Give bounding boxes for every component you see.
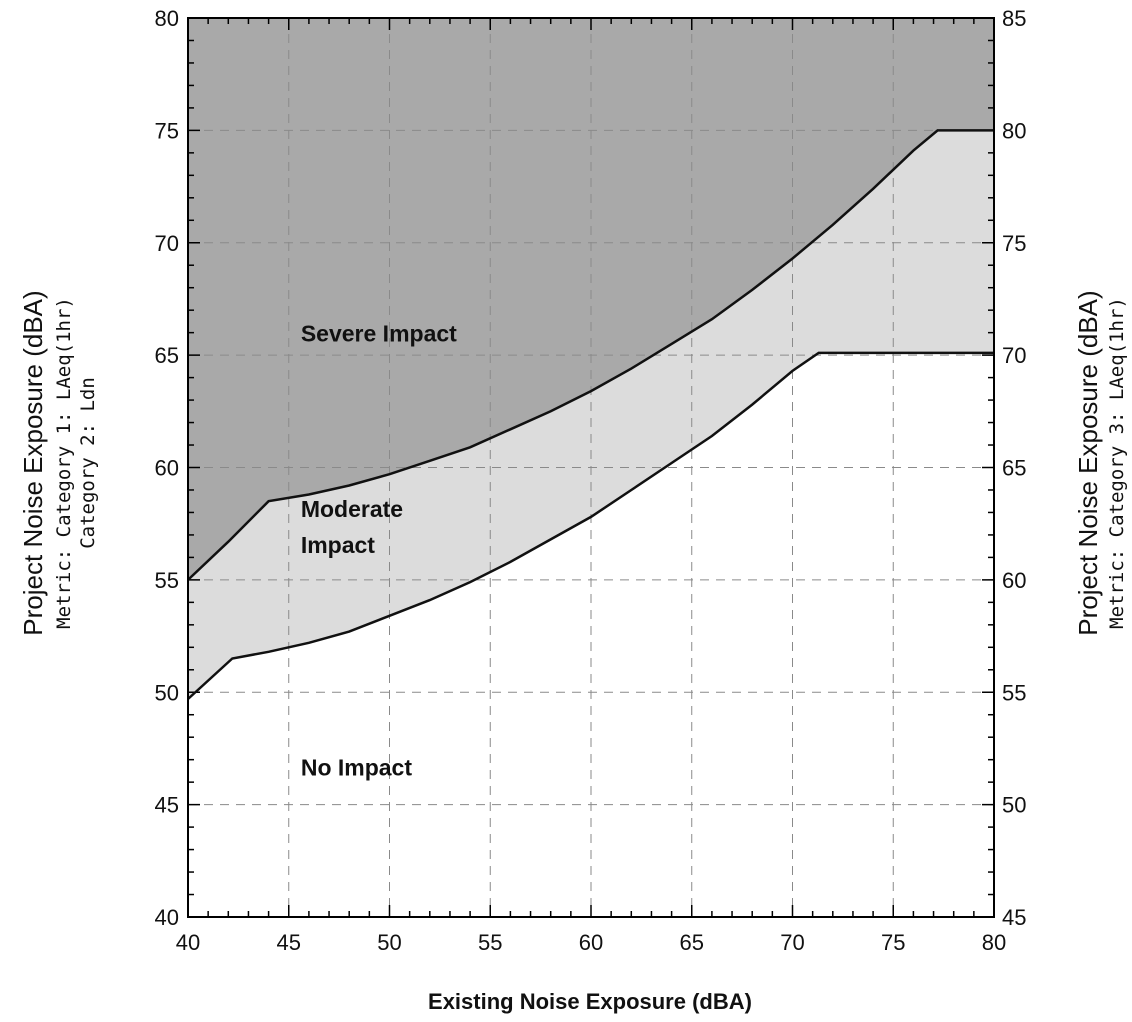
y-tick-label-right-65: 65 — [1002, 456, 1026, 481]
x-tick-label-80: 80 — [982, 930, 1006, 955]
region-moderate-impact — [188, 130, 994, 699]
x-tick-label-65: 65 — [680, 930, 704, 955]
severe-boundary-line — [187, 129, 994, 581]
y-tick-label-right-85: 85 — [1002, 6, 1026, 31]
y-tick-label-left-40: 40 — [155, 905, 179, 930]
impact-boundaries — [187, 129, 994, 700]
y-axis-title-left: Project Noise Exposure (dBA) Metric: Cat… — [18, 290, 99, 635]
x-axis-title: Existing Noise Exposure (dBA) — [428, 989, 752, 1014]
y-tick-label-left-80: 80 — [155, 6, 179, 31]
y-tick-label-left-75: 75 — [155, 118, 179, 143]
y-axis-title-right: Project Noise Exposure (dBA) Metric: Cat… — [1073, 290, 1128, 635]
grid-lines — [188, 18, 994, 917]
no-impact-label: No Impact — [301, 754, 413, 780]
y-tick-label-right-45: 45 — [1002, 905, 1026, 930]
region-labels: Severe Impact Moderate Impact No Impact — [301, 321, 457, 781]
moderate-boundary-line — [187, 351, 994, 700]
y-axis-title-left-main: Project Noise Exposure (dBA) — [18, 290, 48, 635]
y-tick-label-right-60: 60 — [1002, 568, 1026, 593]
y-tick-label-left-60: 60 — [155, 456, 179, 481]
x-tick-label-50: 50 — [377, 930, 401, 955]
y-tick-label-left-55: 55 — [155, 568, 179, 593]
y-tick-label-right-70: 70 — [1002, 343, 1026, 368]
y-tick-label-left-45: 45 — [155, 793, 179, 818]
y-axis-title-left-line2: Metric: Category 1: LAeq(1hr) — [53, 297, 75, 629]
plot-frame — [187, 17, 995, 918]
x-tick-label-70: 70 — [780, 930, 804, 955]
y-tick-label-left-50: 50 — [155, 680, 179, 705]
y-tick-label-right-50: 50 — [1002, 793, 1026, 818]
x-tick-label-45: 45 — [277, 930, 301, 955]
x-tick-label-60: 60 — [579, 930, 603, 955]
y-axis-title-right-line2: Metric: Category 3: LAeq(1hr) — [1106, 297, 1128, 629]
x-tick-label-55: 55 — [478, 930, 502, 955]
moderate-impact-label: Moderate Impact — [301, 496, 403, 558]
y-axis-title-right-main: Project Noise Exposure (dBA) — [1073, 290, 1103, 635]
y-tick-labels-right: 45 50 55 60 65 70 75 80 85 — [1002, 6, 1026, 930]
y-tick-label-right-80: 80 — [1002, 118, 1026, 143]
x-tick-labels: 40 45 50 55 60 65 70 75 80 — [176, 930, 1006, 955]
severe-impact-label: Severe Impact — [301, 321, 457, 347]
y-tick-label-right-55: 55 — [1002, 680, 1026, 705]
y-tick-label-left-65: 65 — [155, 343, 179, 368]
y-tick-labels-left: 40 45 50 55 60 65 70 75 80 — [155, 6, 179, 930]
y-tick-label-left-70: 70 — [155, 231, 179, 256]
y-tick-label-right-75: 75 — [1002, 231, 1026, 256]
moderate-impact-label-line-2: Impact — [301, 532, 375, 558]
moderate-impact-label-line-1: Moderate — [301, 496, 403, 522]
x-tick-label-40: 40 — [176, 930, 200, 955]
y-axis-title-left-line3: Category 2: Ldn — [77, 377, 99, 549]
x-tick-label-75: 75 — [881, 930, 905, 955]
